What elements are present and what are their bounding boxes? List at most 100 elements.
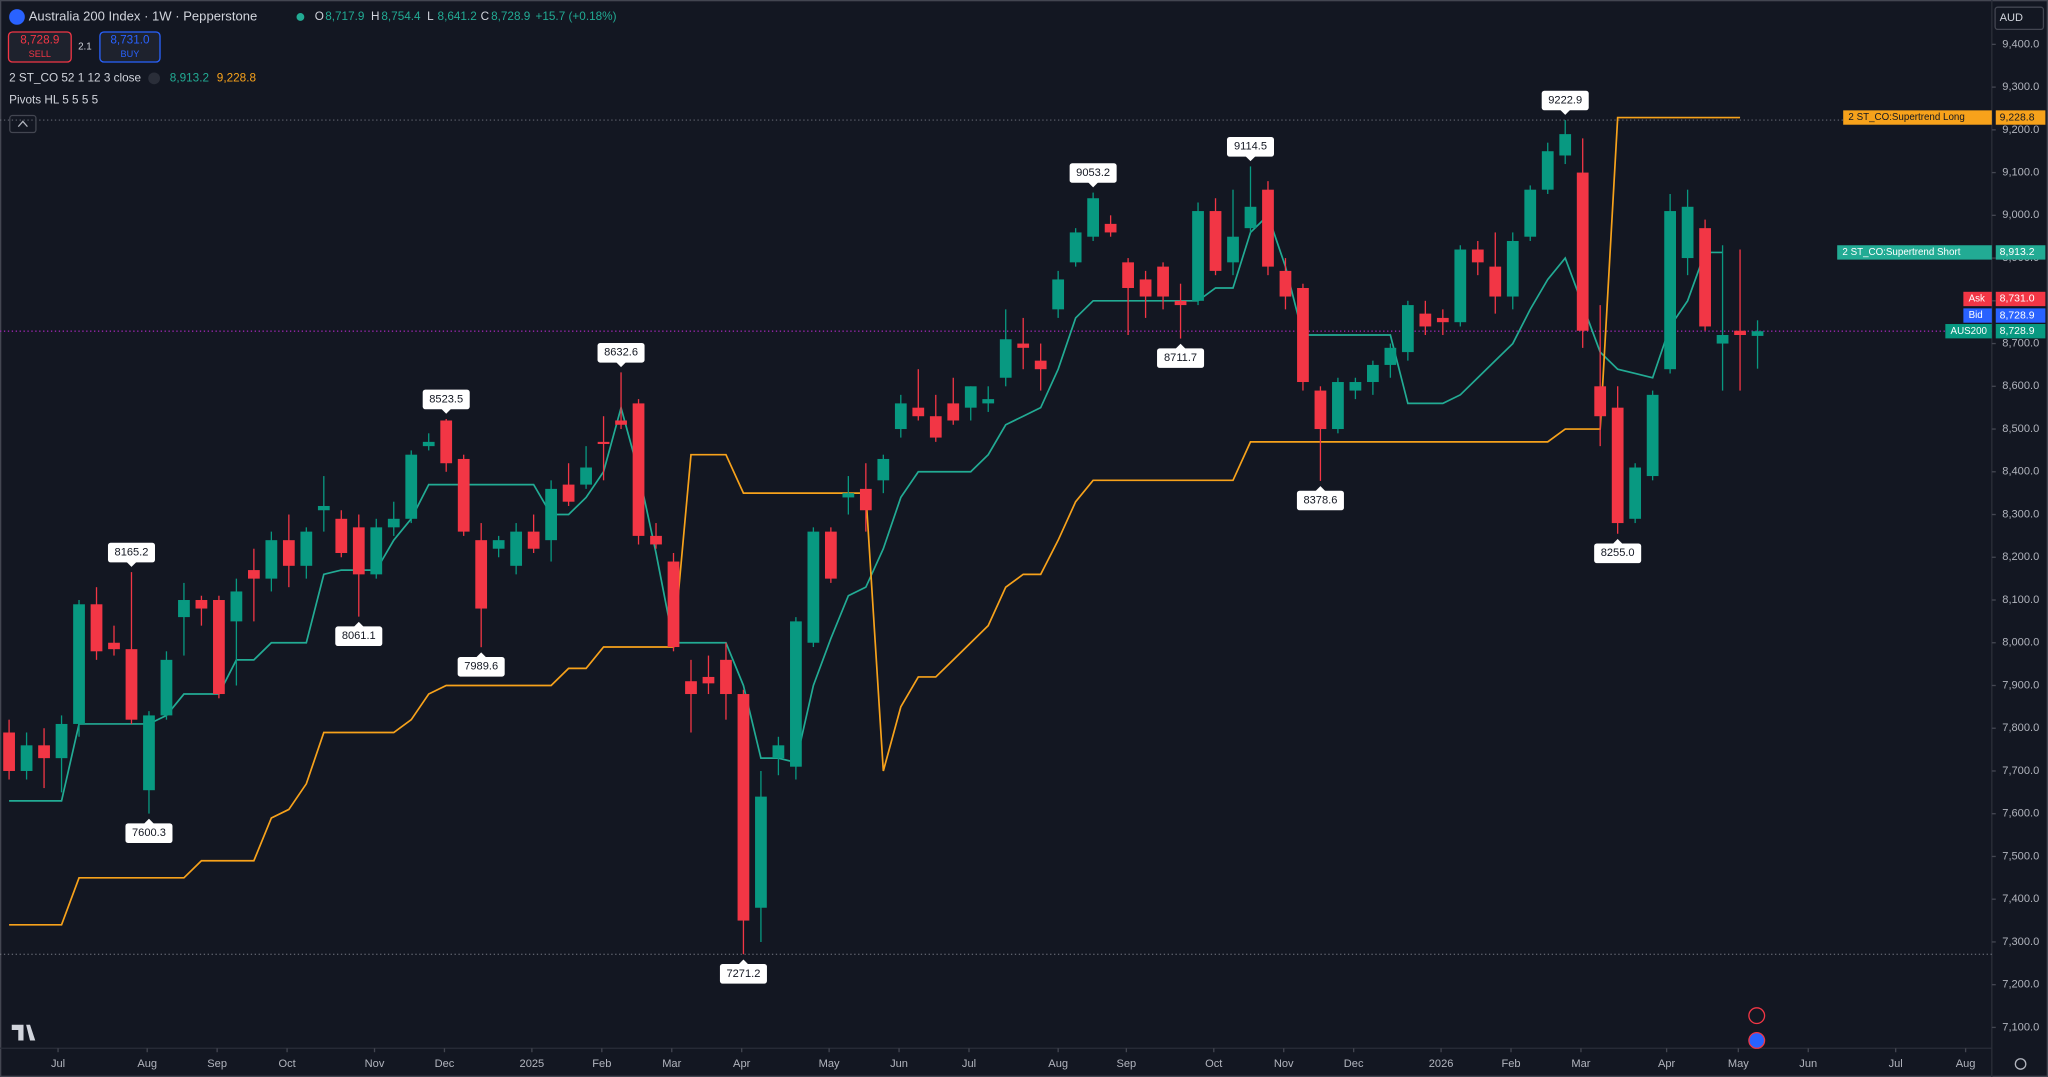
y-tick-label: 9,200.0 [2002,124,2039,136]
candle-body [1052,279,1065,310]
pivot-label: 7989.6 [464,661,498,673]
buy-label: BUY [121,49,140,59]
pivot-label: 8061.1 [342,630,376,642]
x-tick-label: May [819,1058,840,1070]
supertrend-line [9,116,1741,926]
settings-icon[interactable] [2014,1058,2027,1070]
tradingview-logo[interactable] [11,1024,36,1041]
pivot-box [1157,348,1205,368]
candle-body [1069,232,1082,263]
ohlc-key: O [315,10,324,23]
x-tick-label: Dec [1344,1058,1364,1070]
candle-body [405,454,418,519]
y-tick-label: 8,100.0 [2002,594,2039,606]
badge-value-bg [1995,291,2046,307]
x-tick-label: Aug [137,1058,157,1070]
x-tick-label: Mar [1571,1058,1590,1070]
indicator-icon[interactable] [148,72,160,85]
candle-body [1471,249,1484,263]
pivot-label: 8165.2 [115,546,149,558]
ohlc-value: 8,641.2 [438,10,477,23]
y-tick-label: 7,700.0 [2002,765,2039,777]
x-tick-label: Sep [207,1058,227,1070]
y-tick-label: 7,500.0 [2002,850,2039,862]
collapse-button[interactable] [9,114,37,134]
candle-body [947,403,960,421]
candle-body [702,676,715,684]
indicator-name[interactable]: Pivots HL 5 5 5 5 [9,94,99,107]
plot-area: 8165.2 8523.5 8632.6 9053.2 9114.5 9222.9 7600… [0,90,1992,984]
sell-label: SELL [29,49,51,59]
pivot-box [107,542,155,563]
pivot-box [719,964,767,984]
pivot-pointer [1175,343,1186,349]
candle-body [422,441,435,447]
candle-body [108,642,120,650]
event-icon[interactable] [1748,1031,1766,1049]
pivot-pointer [615,361,627,368]
badge-value-bg [1995,308,2046,323]
pivot-box [422,389,470,410]
candle-body [1209,211,1222,271]
collapse-icon [17,120,28,128]
x-tick-label: Jul [1889,1058,1903,1070]
x-tick-label: Jun [1799,1058,1817,1070]
candle-body [55,723,68,759]
symbol-title[interactable]: Australia 200 Index · 1W · Pepperstone [29,8,258,23]
pivot-pointer [126,561,137,567]
candle-body [73,604,85,724]
currency-button[interactable] [1994,6,2045,31]
candle-body [1367,364,1379,383]
pivot-label: 9222.9 [1548,94,1582,106]
candle-body [667,561,680,648]
candle-body [1314,390,1327,430]
pivot-pointer [440,408,452,414]
candle-body [90,604,103,652]
badge-value-bg [1995,245,2046,260]
pivot-label: 7271.2 [726,968,760,980]
x-tick-label: Aug [1048,1058,1068,1070]
candle-body [1524,189,1537,237]
candle-body [999,339,1012,378]
market-status[interactable] [296,13,305,21]
candle-body [1559,134,1572,156]
candle-body [720,659,732,695]
pivot-pointer [1245,155,1256,162]
pivot-label: 8378.6 [1303,494,1337,506]
candle-body [1297,287,1309,383]
candle-body [982,399,995,404]
candle-body [1139,279,1152,297]
candle-body [457,458,470,532]
pivot-label: 9114.5 [1234,141,1267,153]
candle-body [387,518,400,528]
buy-button[interactable] [99,31,161,63]
y-tick-label: 7,900.0 [2002,679,2039,691]
candle-body [1436,317,1449,323]
sell-button[interactable] [7,31,72,63]
candle-body [1576,172,1589,331]
candle-body [964,386,977,408]
indicator-name[interactable]: 2 ST_CO 52 1 12 3 close [9,71,141,84]
candle-body [440,420,453,464]
alert-icon[interactable] [1748,1007,1766,1025]
pivot-pointer [1612,538,1623,545]
candle-body [1349,382,1362,391]
pivot-pointer [143,818,155,825]
pivot-label: 8711.7 [1164,352,1197,364]
y-tick-label: 7,600.0 [2002,808,2039,820]
candle-body [1279,270,1292,297]
candle-body [1419,313,1432,327]
badge-name: Ask [1969,294,1985,305]
candle-body [562,484,575,502]
candle-body [1454,249,1467,323]
pivot-box [457,656,505,677]
candle-body [143,715,155,791]
ohlc-key: H [371,10,380,23]
badge-name-bg [1843,110,1992,125]
candle-body [1384,347,1397,365]
badge-value-bg [1995,110,2046,125]
candle-body [125,649,138,720]
x-tick-label: May [1728,1058,1749,1070]
